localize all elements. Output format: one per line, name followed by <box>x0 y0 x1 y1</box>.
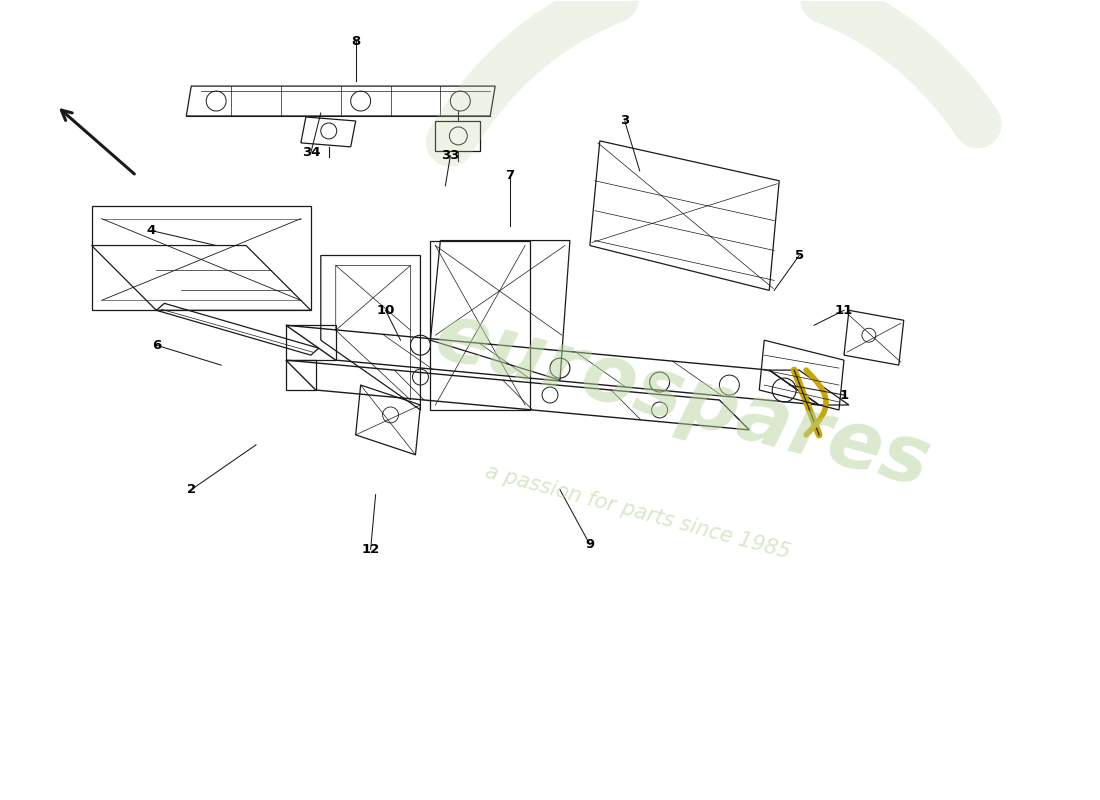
Text: 34: 34 <box>301 146 320 159</box>
Text: a passion for parts since 1985: a passion for parts since 1985 <box>483 461 792 562</box>
Text: 9: 9 <box>585 538 594 551</box>
Text: 12: 12 <box>362 543 380 556</box>
Text: 6: 6 <box>152 338 161 352</box>
Text: 1: 1 <box>839 389 848 402</box>
Text: eurospares: eurospares <box>426 297 937 503</box>
Text: 7: 7 <box>506 170 515 182</box>
Text: 5: 5 <box>794 249 804 262</box>
Text: 10: 10 <box>376 304 395 317</box>
Text: 4: 4 <box>146 224 156 237</box>
Text: 8: 8 <box>351 34 361 48</box>
Text: 33: 33 <box>441 150 460 162</box>
Text: 11: 11 <box>835 304 854 317</box>
Text: 3: 3 <box>620 114 629 127</box>
Text: 2: 2 <box>187 483 196 496</box>
